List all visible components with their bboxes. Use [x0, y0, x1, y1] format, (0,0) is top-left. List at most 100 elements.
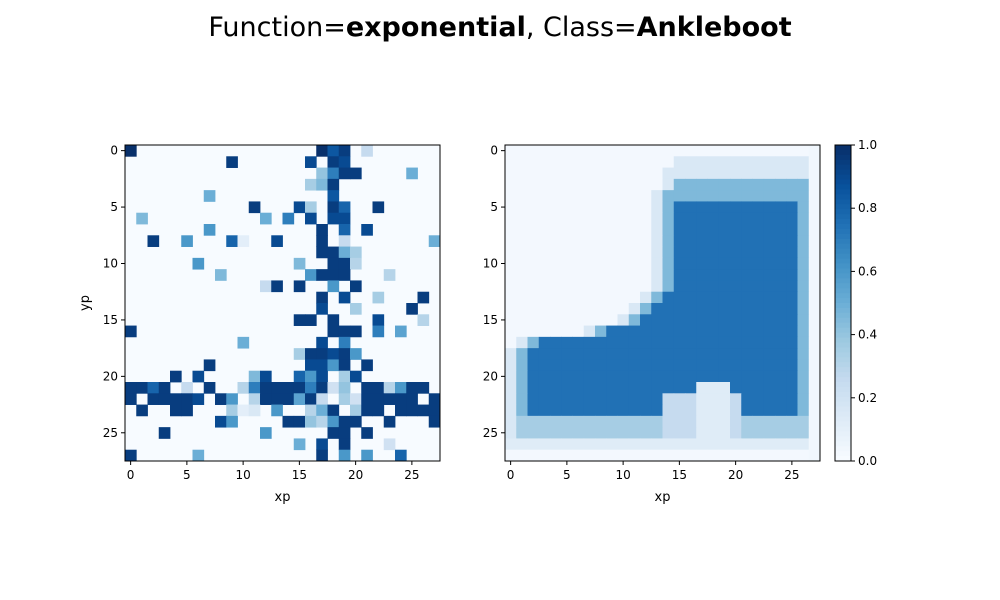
heatmap-cell [595, 404, 607, 417]
heatmap-cell [538, 246, 551, 259]
heatmap-cell [595, 291, 607, 304]
heatmap-cell [718, 336, 731, 349]
heatmap-cell [797, 303, 810, 315]
heatmap-cell [527, 167, 540, 180]
heatmap-cell [685, 145, 697, 157]
heatmap-cell [516, 291, 528, 304]
heatmap-cell [752, 178, 765, 191]
colorbar-segment [835, 416, 851, 422]
heatmap-cell [763, 269, 776, 281]
heatmap-cell [786, 269, 798, 281]
heatmap-cell [696, 404, 708, 417]
heatmap-cell [327, 280, 340, 293]
heatmap-cell [561, 257, 573, 270]
heatmap-cell [640, 438, 652, 451]
heatmap-cell [718, 382, 731, 394]
heatmap-cell [527, 280, 540, 293]
heatmap-cell [505, 190, 517, 202]
heatmap-cell [572, 404, 585, 417]
heatmap-cell [550, 269, 562, 281]
colorbar-segment [835, 347, 851, 353]
heatmap-cell [338, 348, 351, 360]
heatmap-cell [640, 235, 652, 247]
heatmap-cell [685, 314, 697, 326]
heatmap-cell [527, 449, 540, 462]
heatmap-cell [550, 178, 562, 191]
heatmap-cell [271, 280, 283, 293]
heatmap-cell [538, 167, 551, 180]
heatmap-cell [361, 393, 373, 405]
heatmap-cell [338, 336, 351, 349]
heatmap-cell [527, 178, 540, 191]
heatmap-cell [527, 235, 540, 247]
heatmap-cell [606, 438, 618, 451]
heatmap-cell [248, 393, 261, 405]
heatmap-cell [763, 325, 776, 338]
heatmap-cell [628, 303, 641, 315]
heatmap-cell [808, 212, 821, 225]
heatmap-cell [260, 280, 272, 293]
heatmap-cell [383, 382, 396, 394]
heatmap-cell [763, 314, 776, 326]
heatmap-cell [617, 348, 630, 360]
colorbar-segment [835, 401, 851, 408]
heatmap-cell [685, 382, 697, 394]
heatmap-cell [685, 178, 697, 191]
heatmap-cell [786, 280, 798, 293]
heatmap-cell [147, 382, 160, 394]
colorbar-segment [835, 164, 851, 171]
heatmap-cell [572, 280, 585, 293]
heatmap-cell [651, 212, 663, 225]
heatmap-cell [606, 224, 618, 236]
heatmap-cell [372, 404, 385, 417]
heatmap-cell [797, 291, 810, 304]
heatmap-cell [271, 235, 283, 247]
heatmap-cell [538, 325, 551, 338]
heatmap-cell [606, 393, 618, 405]
heatmap-cell [651, 178, 663, 191]
heatmap-cell [583, 291, 596, 304]
heatmap-cell [595, 178, 607, 191]
heatmap-cell [606, 167, 618, 180]
colorbar-segment [835, 194, 851, 200]
heatmap-cell [338, 382, 351, 394]
heatmap-cell [583, 325, 596, 338]
heatmap-cell [741, 224, 753, 236]
heatmap-cell [550, 359, 562, 372]
heatmap-cell [572, 145, 585, 157]
heatmap-cell [617, 438, 630, 451]
colorbar-tick-label: 0.0 [858, 454, 877, 468]
heatmap-cell [505, 449, 517, 462]
heatmap-cell [696, 336, 708, 349]
heatmap-cell [763, 190, 776, 202]
heatmap-cell [583, 359, 596, 372]
heatmap-cell [707, 269, 720, 281]
heatmap-cell [662, 257, 675, 270]
heatmap-cell [752, 190, 765, 202]
heatmap-cell [136, 404, 148, 417]
heatmap-cell [651, 382, 663, 394]
colorbar-segment [835, 179, 851, 185]
heatmap-cell [583, 438, 596, 451]
heatmap-cell [662, 291, 675, 304]
heatmap-cell [797, 156, 810, 168]
heatmap-cell [730, 178, 742, 191]
heatmap-cell [372, 314, 385, 326]
heatmap-cell [350, 257, 362, 270]
colorbar-segment [835, 352, 851, 358]
heatmap-cell [338, 156, 351, 168]
heatmap-cell [808, 438, 821, 451]
heatmap-cell [538, 415, 551, 428]
heatmap-cell [538, 303, 551, 315]
heatmap-cell [707, 145, 720, 157]
colorbar-segment [835, 145, 851, 151]
heatmap-cell [361, 404, 373, 417]
heatmap-cell [617, 404, 630, 417]
heatmap-cell [628, 415, 641, 428]
heatmap-cell [628, 314, 641, 326]
heatmap-cell [538, 427, 551, 439]
heatmap-cell [327, 325, 340, 338]
heatmap-cell [696, 156, 708, 168]
heatmap-cell [572, 449, 585, 462]
heatmap-cell [628, 449, 641, 462]
